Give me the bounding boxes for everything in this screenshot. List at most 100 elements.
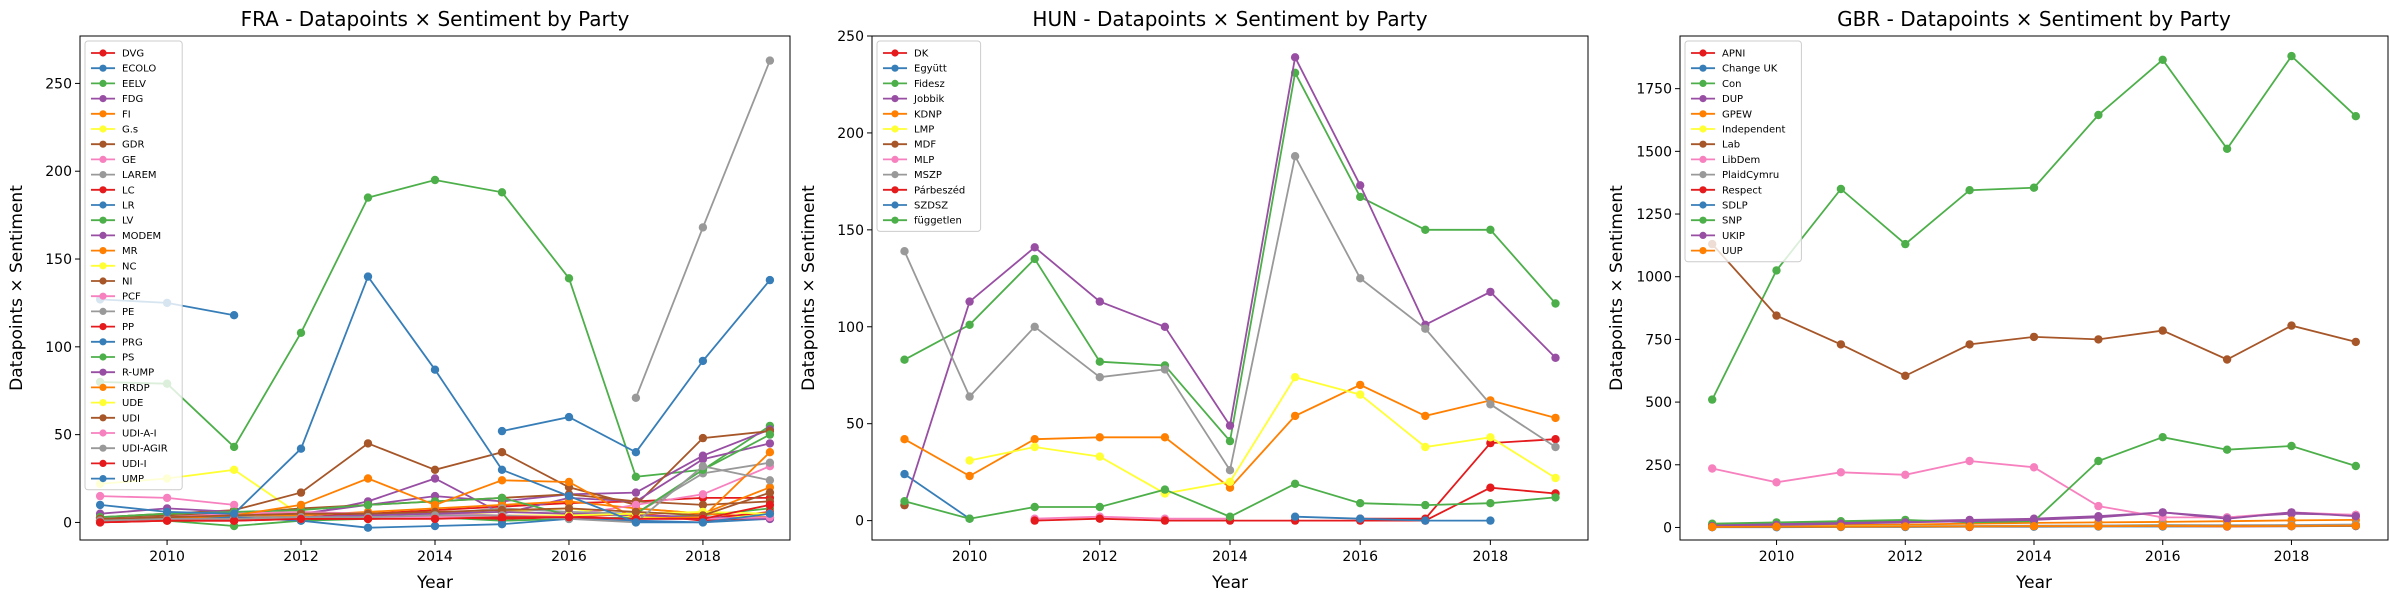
legend-entry-label: Fidesz bbox=[914, 79, 945, 90]
data-point bbox=[1225, 483, 1235, 492]
data-point bbox=[1486, 287, 1495, 297]
data-point bbox=[162, 493, 172, 503]
data-point bbox=[965, 471, 974, 481]
data-point bbox=[430, 365, 440, 374]
data-point bbox=[497, 493, 507, 503]
legend-entry-label: LV bbox=[122, 216, 133, 227]
data-point bbox=[1836, 340, 1846, 349]
series-line bbox=[904, 70, 1557, 444]
legend-marker bbox=[1699, 95, 1707, 103]
legend-marker bbox=[891, 155, 899, 163]
legend-marker bbox=[891, 49, 899, 57]
x-tick-label: 2014 bbox=[2016, 549, 2052, 565]
series-layer bbox=[900, 53, 1560, 525]
legend-marker bbox=[99, 231, 107, 239]
data-point bbox=[363, 439, 373, 448]
legend-entry-label: PlaidCymru bbox=[1722, 170, 1779, 181]
legend-entry-label: Con bbox=[1722, 79, 1741, 90]
data-point bbox=[229, 465, 239, 474]
data-point bbox=[229, 509, 239, 518]
legend-entry-label: GE bbox=[122, 155, 136, 166]
x-tick-label: 2014 bbox=[1212, 549, 1248, 565]
legend-marker bbox=[1699, 140, 1707, 148]
data-point bbox=[1551, 413, 1560, 423]
data-point bbox=[965, 392, 974, 401]
legend-marker bbox=[891, 125, 899, 133]
legend-entry-label: UUP bbox=[1722, 246, 1743, 257]
chart-title: HUN - Datapoints × Sentiment by Party bbox=[1032, 7, 1427, 31]
legend-entry-label: NI bbox=[122, 277, 132, 288]
legend-marker bbox=[1699, 64, 1707, 72]
data-point bbox=[1708, 522, 1717, 532]
data-point bbox=[296, 488, 306, 497]
legend-marker bbox=[99, 110, 107, 118]
data-point bbox=[765, 488, 775, 497]
data-point bbox=[229, 500, 239, 510]
data-point bbox=[296, 514, 306, 524]
data-point bbox=[631, 507, 641, 517]
data-point bbox=[1356, 274, 1365, 283]
data-point bbox=[1772, 311, 1781, 320]
y-tick-label: 200 bbox=[837, 126, 864, 142]
data-point bbox=[363, 272, 373, 281]
data-point bbox=[1486, 400, 1495, 409]
data-point bbox=[363, 474, 373, 483]
data-point bbox=[1225, 436, 1235, 446]
data-point bbox=[2158, 521, 2167, 531]
legend-entry-label: Párbeszéd bbox=[914, 184, 965, 196]
data-point bbox=[1836, 184, 1846, 194]
legend-entry-label: LC bbox=[122, 185, 135, 196]
legend-entry-label: MLP bbox=[914, 155, 934, 166]
legend-entry-label: DVG bbox=[122, 49, 144, 60]
data-point bbox=[1356, 181, 1365, 190]
y-tick-label: 150 bbox=[837, 223, 864, 239]
legend-marker bbox=[891, 201, 899, 209]
legend-marker bbox=[99, 444, 107, 452]
y-tick-label: 250 bbox=[45, 76, 72, 92]
data-point bbox=[1030, 254, 1039, 264]
data-point bbox=[1486, 483, 1495, 492]
chart-panel-1: 2010 2012 2014 2016 2018 0 50 100 150 200 250 HUN -… bbox=[799, 7, 1589, 593]
legend-marker bbox=[891, 186, 899, 194]
data-point bbox=[1486, 438, 1495, 448]
legend-marker bbox=[99, 475, 107, 483]
data-point bbox=[430, 514, 440, 524]
data-point bbox=[631, 448, 641, 457]
chart-panel-0: 2010 2012 2014 2016 2018 0 50 100 150 200 250 FRA -… bbox=[7, 7, 791, 593]
legend-marker bbox=[99, 247, 107, 255]
x-tick-label: 2010 bbox=[149, 549, 185, 565]
legend-entry-label: LMP bbox=[914, 125, 934, 136]
data-point bbox=[1290, 512, 1300, 521]
legend-marker bbox=[99, 125, 107, 133]
data-point bbox=[698, 518, 708, 527]
legend-entry-label: Lab bbox=[1722, 140, 1740, 151]
y-axis-label: Datapoints × Sentiment bbox=[7, 185, 27, 391]
data-point bbox=[765, 509, 775, 518]
data-point bbox=[2287, 51, 2296, 61]
x-tick-label: 2018 bbox=[685, 549, 721, 565]
series-line bbox=[969, 376, 1556, 495]
data-point bbox=[1356, 514, 1365, 523]
data-point bbox=[1160, 516, 1170, 525]
data-point bbox=[2094, 501, 2103, 511]
data-point bbox=[296, 500, 306, 510]
data-point bbox=[497, 426, 507, 436]
data-point bbox=[2094, 522, 2103, 531]
data-point bbox=[564, 504, 574, 513]
data-point bbox=[564, 513, 574, 522]
data-point bbox=[430, 465, 440, 474]
x-tick-label: 2016 bbox=[2145, 549, 2181, 565]
legend-marker bbox=[99, 277, 107, 285]
legend-marker bbox=[1699, 216, 1707, 224]
data-point bbox=[1225, 477, 1235, 486]
legend-entry-label: PRG bbox=[122, 337, 143, 348]
data-point bbox=[430, 175, 440, 185]
data-point bbox=[1486, 225, 1495, 234]
data-point bbox=[1965, 522, 1974, 531]
legend: DVG ECOLO EELV FDG FI G.s GDR GE LAREM LC LR LV MODE… bbox=[84, 40, 183, 491]
series-line bbox=[1711, 243, 2357, 377]
legend-entry-label: APNI bbox=[1722, 49, 1745, 60]
data-point bbox=[1225, 512, 1235, 521]
x-tick-label: 2018 bbox=[1473, 549, 1509, 565]
